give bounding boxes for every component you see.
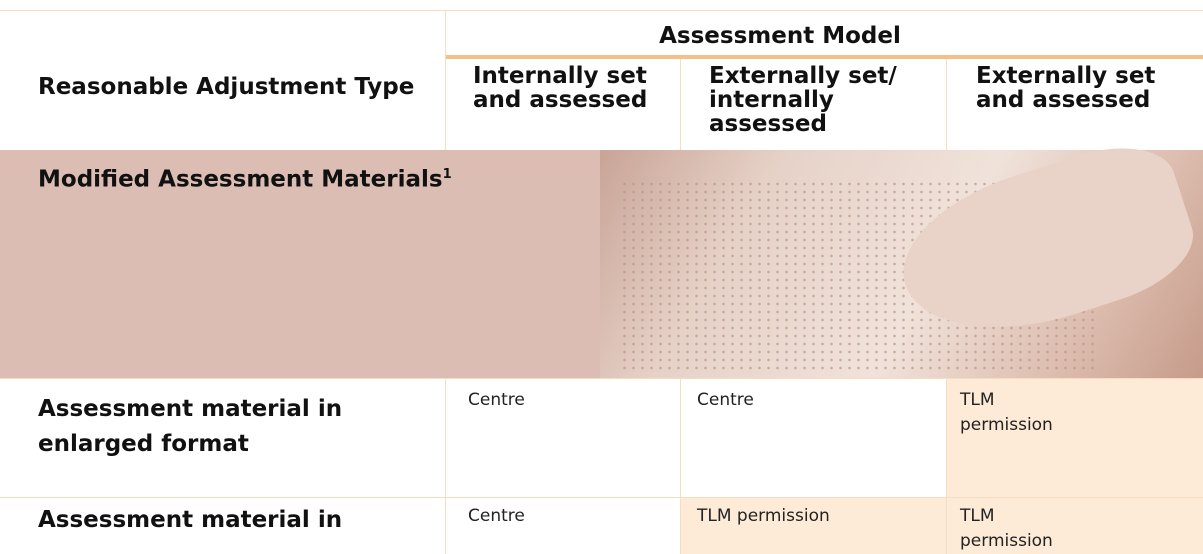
row-label: Assessment material in bbox=[38, 507, 343, 533]
cell: Centre bbox=[468, 506, 525, 526]
section-title: Modified Assessment Materials1 bbox=[38, 163, 578, 192]
border bbox=[0, 378, 1203, 379]
border bbox=[946, 59, 947, 150]
border bbox=[680, 378, 681, 554]
footnote-mark: 1 bbox=[442, 167, 452, 182]
cell: TLM permission bbox=[960, 506, 1053, 551]
border bbox=[445, 378, 446, 554]
section-band bbox=[0, 150, 600, 378]
photo bbox=[600, 128, 1203, 378]
border bbox=[0, 10, 1203, 11]
column-header: Reasonable Adjustment Type bbox=[38, 74, 415, 100]
column-header: Internally set and assessed bbox=[473, 63, 648, 113]
cell-shade bbox=[946, 378, 1203, 497]
column-header: Externally set and assessed bbox=[976, 63, 1156, 113]
border bbox=[680, 59, 681, 150]
cell: Centre bbox=[697, 390, 754, 410]
cell: TLM permission bbox=[697, 506, 830, 526]
header-rule bbox=[445, 55, 1203, 59]
border bbox=[946, 378, 947, 554]
cell: Centre bbox=[468, 390, 525, 410]
border bbox=[0, 497, 1203, 498]
cell-shade bbox=[680, 497, 1203, 554]
column-header: Externally set/ internally assessed bbox=[709, 63, 897, 137]
cell: TLM permission bbox=[960, 390, 1053, 435]
section-title-text: Modified Assessment Materials bbox=[38, 166, 443, 193]
group-header: Assessment Model bbox=[659, 23, 901, 49]
row-label: Assessment material in enlarged format bbox=[38, 396, 343, 457]
border bbox=[445, 10, 446, 150]
